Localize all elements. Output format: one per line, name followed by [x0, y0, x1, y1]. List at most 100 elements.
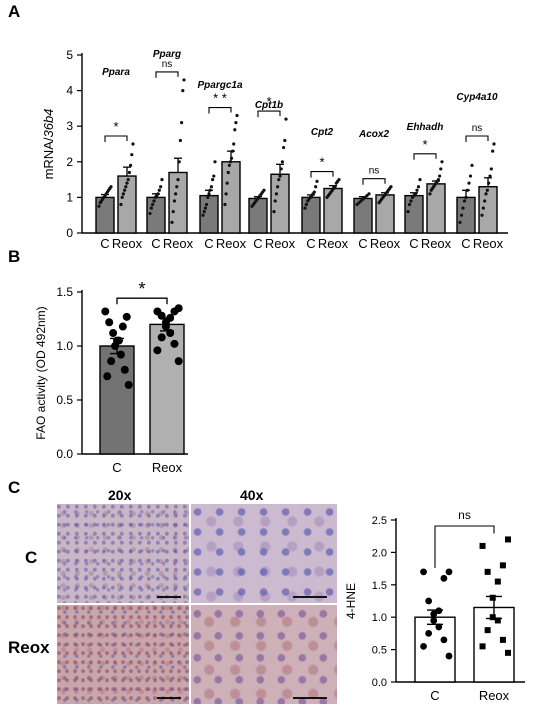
data-point: [282, 145, 286, 150]
significance-bracket: [413, 153, 437, 160]
data-point: [157, 333, 166, 342]
data-point: [418, 178, 422, 182]
bar-control: [248, 197, 268, 234]
data-point: [224, 192, 228, 196]
data-point: [312, 190, 316, 194]
y-tick-label: 1.5: [56, 285, 73, 299]
data-point: [124, 380, 133, 389]
significance-bracket: [208, 106, 232, 114]
x-tick-label: Reox: [318, 236, 349, 250]
y-tick-label: 1.0: [372, 612, 387, 624]
data-point: [499, 562, 506, 569]
data-point: [480, 213, 484, 217]
data-point: [228, 160, 233, 164]
data-point: [124, 185, 128, 189]
data-point: [438, 174, 442, 178]
data-point: [127, 170, 131, 175]
y-tick-label: 5: [66, 48, 73, 62]
data-point: [174, 192, 178, 196]
significance-bracket: [155, 71, 179, 78]
data-point: [415, 188, 419, 192]
y-tick-label: 1: [66, 190, 73, 204]
y-tick-label: 2.0: [372, 547, 387, 559]
data-point: [118, 322, 127, 331]
data-point: [484, 192, 488, 196]
significance-label: *: [266, 94, 271, 109]
data-point: [166, 313, 175, 322]
significance-bracket: [434, 525, 495, 568]
data-point: [479, 542, 486, 549]
data-point: [459, 213, 464, 217]
data-point: [272, 210, 276, 214]
data-point: [489, 614, 496, 621]
data-point: [233, 128, 237, 132]
gene-label: Cpt2: [311, 127, 334, 138]
y-tick-label: 0.5: [56, 393, 73, 407]
significance-label: ns: [458, 508, 471, 522]
data-point: [213, 160, 217, 164]
data-point: [170, 339, 179, 348]
scale-bar: [157, 596, 181, 598]
micrograph-header-20x: 20x: [108, 487, 132, 503]
y-tick-label: 0.0: [372, 677, 387, 689]
data-point: [487, 181, 491, 185]
panel-label-b: B: [8, 247, 21, 266]
data-point: [315, 179, 319, 183]
data-point: [182, 78, 186, 82]
x-tick-label: C: [461, 236, 470, 250]
data-point: [304, 202, 308, 207]
data-point: [389, 185, 393, 189]
gene-label: Pparg: [153, 49, 181, 60]
significance-bracket: [362, 178, 386, 185]
bar-reox: [375, 194, 395, 234]
data-point: [119, 202, 123, 207]
data-point: [430, 617, 438, 624]
data-point: [413, 192, 418, 196]
data-point: [107, 357, 116, 366]
x-tick-label: C: [204, 236, 213, 250]
data-point: [461, 206, 465, 210]
data-point: [278, 174, 282, 178]
data-point: [435, 623, 443, 631]
gene-label: Ehhadh: [407, 122, 444, 133]
data-point: [126, 178, 130, 182]
micrograph-c-40x: [191, 504, 337, 603]
scale-bar: [293, 596, 327, 598]
data-point: [458, 220, 462, 224]
chart-c: 0.0 0.5 1.0 1.5 2.0 2.5 4-HNE C Reox ns: [344, 508, 525, 703]
data-point: [177, 160, 181, 164]
data-point: [105, 318, 114, 327]
x-tick-label: C: [306, 236, 315, 250]
data-point: [120, 195, 124, 199]
x-tick-label: C: [358, 236, 367, 250]
x-tick-label: Reox: [370, 236, 401, 250]
y-tick-label: 3: [66, 119, 73, 133]
micrograph-reox-20x: [57, 605, 189, 704]
data-point: [494, 617, 501, 624]
scale-bar: [293, 697, 327, 699]
x-tick-label: C: [253, 236, 262, 250]
bar-reox: [426, 183, 446, 234]
y-axis-label: mRNA/36b4: [41, 109, 56, 180]
data-point: [491, 149, 495, 153]
data-point: [211, 178, 215, 182]
data-point: [114, 336, 123, 345]
data-point: [172, 199, 176, 203]
data-point: [207, 192, 211, 196]
x-tick-label: C: [151, 236, 160, 250]
data-point: [283, 138, 287, 143]
gene-label: Cyp4a10: [456, 92, 498, 103]
y-axis-label: 4-HNE: [344, 583, 358, 619]
data-point: [436, 178, 440, 182]
bar-control: [456, 196, 476, 234]
data-point: [462, 199, 467, 203]
scale-bar: [157, 697, 181, 699]
x-tick-label: C: [409, 236, 418, 250]
data-point: [440, 574, 448, 582]
x-tick-label: Reox: [163, 236, 194, 250]
y-tick-label: 0.5: [372, 645, 387, 657]
data-point: [425, 630, 433, 637]
data-point: [157, 188, 161, 192]
bar-reox: [323, 187, 343, 234]
data-point: [274, 192, 278, 196]
